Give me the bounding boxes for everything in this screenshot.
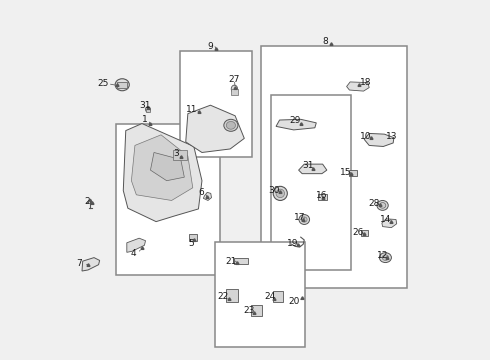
Text: 17: 17 xyxy=(294,213,306,222)
FancyBboxPatch shape xyxy=(180,51,252,157)
Bar xyxy=(349,170,357,176)
Text: 5: 5 xyxy=(188,239,194,248)
Text: 9: 9 xyxy=(208,42,213,51)
Text: 31: 31 xyxy=(140,101,151,110)
Text: 15: 15 xyxy=(340,168,352,177)
Text: 28: 28 xyxy=(368,199,380,208)
Bar xyxy=(272,291,283,302)
Text: 1: 1 xyxy=(142,115,147,124)
Text: 8: 8 xyxy=(322,37,328,46)
FancyBboxPatch shape xyxy=(116,123,220,275)
Ellipse shape xyxy=(301,217,307,222)
Ellipse shape xyxy=(231,85,238,93)
Text: 10: 10 xyxy=(360,132,372,141)
Text: 25: 25 xyxy=(98,79,109,88)
Polygon shape xyxy=(298,164,327,174)
Text: 7: 7 xyxy=(76,260,82,269)
Polygon shape xyxy=(82,258,99,271)
Ellipse shape xyxy=(146,107,150,112)
Polygon shape xyxy=(131,135,193,201)
Text: 11: 11 xyxy=(186,105,197,114)
Text: 22: 22 xyxy=(218,292,229,301)
Text: 20: 20 xyxy=(289,297,300,306)
Bar xyxy=(172,150,188,159)
Ellipse shape xyxy=(115,79,129,91)
Text: 13: 13 xyxy=(386,132,397,141)
Text: 19: 19 xyxy=(287,239,299,248)
Ellipse shape xyxy=(299,215,310,224)
Text: 21: 21 xyxy=(225,257,237,266)
FancyBboxPatch shape xyxy=(271,95,351,270)
Ellipse shape xyxy=(226,121,236,129)
Polygon shape xyxy=(186,105,245,153)
Polygon shape xyxy=(123,123,202,222)
Bar xyxy=(146,109,150,112)
FancyBboxPatch shape xyxy=(261,46,407,288)
Ellipse shape xyxy=(382,255,389,260)
Polygon shape xyxy=(364,134,394,147)
Ellipse shape xyxy=(377,201,388,210)
Text: 31: 31 xyxy=(302,161,314,170)
Text: 26: 26 xyxy=(352,229,364,238)
Bar xyxy=(189,234,197,241)
Bar xyxy=(251,305,262,316)
Bar xyxy=(225,289,238,302)
Bar xyxy=(231,89,238,95)
Ellipse shape xyxy=(273,186,287,201)
Text: 14: 14 xyxy=(380,215,392,224)
Text: 23: 23 xyxy=(244,306,255,315)
Text: 2: 2 xyxy=(84,197,90,206)
Text: 4: 4 xyxy=(130,249,136,258)
Text: 12: 12 xyxy=(377,251,388,260)
Text: 30: 30 xyxy=(269,186,280,195)
Ellipse shape xyxy=(224,119,238,131)
Text: 3: 3 xyxy=(173,149,179,158)
Text: 6: 6 xyxy=(198,188,204,197)
Polygon shape xyxy=(127,238,146,252)
Ellipse shape xyxy=(276,189,285,198)
Ellipse shape xyxy=(379,203,386,208)
Text: 18: 18 xyxy=(360,78,371,87)
Text: 24: 24 xyxy=(264,292,275,301)
Text: 16: 16 xyxy=(316,191,327,200)
Polygon shape xyxy=(276,119,316,130)
Polygon shape xyxy=(203,192,212,201)
Ellipse shape xyxy=(379,253,392,262)
Polygon shape xyxy=(382,219,397,228)
Bar xyxy=(318,194,327,201)
Polygon shape xyxy=(346,82,369,91)
Polygon shape xyxy=(150,153,184,181)
Text: 29: 29 xyxy=(290,116,301,125)
Bar xyxy=(117,82,127,87)
Bar xyxy=(361,230,368,236)
Bar xyxy=(234,258,248,264)
Text: 27: 27 xyxy=(229,75,240,84)
FancyBboxPatch shape xyxy=(215,242,305,347)
